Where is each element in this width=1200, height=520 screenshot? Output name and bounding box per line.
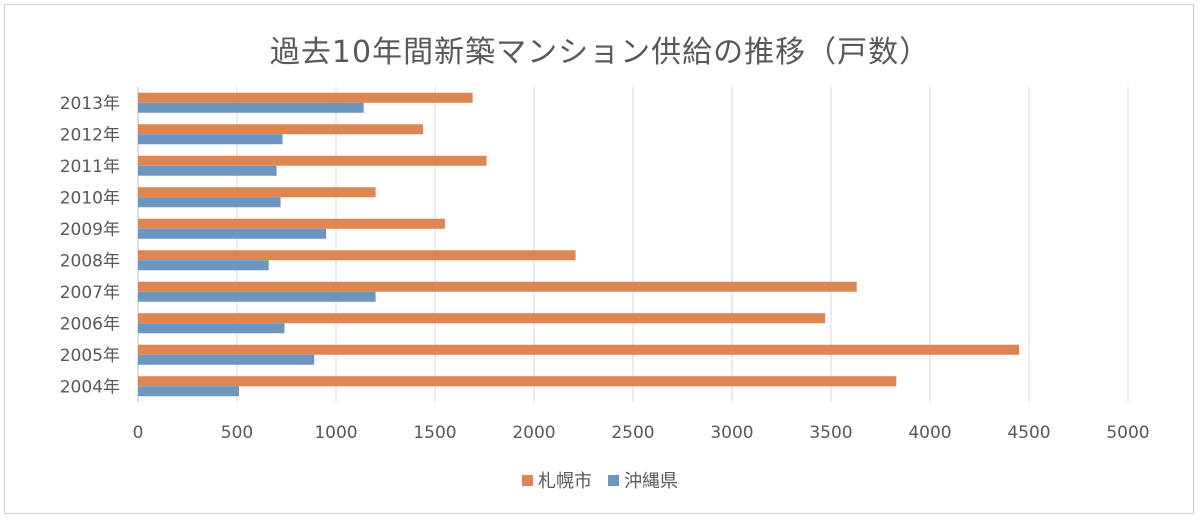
x-tick-label: 1500	[413, 423, 456, 443]
legend-label: 札幌市	[538, 471, 592, 492]
bar-sapporo	[138, 218, 445, 229]
bar-okinawa	[138, 134, 283, 145]
x-tick-label: 1000	[314, 423, 357, 443]
legend-item: 札幌市	[522, 467, 592, 493]
x-tick-label: 4500	[1007, 423, 1050, 443]
legend-item: 沖縄県	[608, 467, 678, 493]
bar-sapporo	[138, 313, 826, 324]
y-category-label: 2006年	[60, 314, 120, 334]
y-category-label: 2009年	[60, 220, 120, 240]
y-category-label: 2011年	[60, 157, 120, 177]
bar-sapporo	[138, 376, 897, 387]
chart-title: 過去10年間新築マンション供給の推移（戸数）	[269, 35, 931, 70]
x-tick-label: 3500	[809, 423, 852, 443]
y-category-label: 2010年	[60, 188, 120, 208]
bar-chart-plot: 0 500 1000 1500 2000 2500 3000 3500 4000 4500 5000…	[60, 87, 1150, 443]
y-category-label: 2007年	[60, 283, 120, 303]
x-tick-label: 500	[221, 423, 253, 443]
bar-okinawa	[138, 228, 327, 239]
bar-sapporo	[138, 344, 1020, 355]
bar-sapporo	[138, 124, 424, 135]
chart-frame: 過去10年間新築マンション供給の推移（戸数） 0 500 1000 1500 2000 2…	[4, 4, 1194, 514]
x-tick-label: 2500	[611, 423, 654, 443]
bar-sapporo	[138, 281, 857, 292]
legend-swatch	[522, 474, 533, 486]
bar-okinawa	[138, 354, 315, 365]
bar-okinawa	[138, 291, 376, 302]
legend: 札幌市 沖縄県	[5, 467, 1195, 493]
legend-swatch	[608, 474, 619, 486]
bar-okinawa	[138, 102, 364, 113]
legend-label: 沖縄県	[624, 471, 678, 492]
y-category-label: 2005年	[60, 346, 120, 366]
bar-sapporo	[138, 92, 473, 103]
bar-okinawa	[138, 323, 285, 334]
bar-sapporo	[138, 187, 376, 198]
x-tick-label: 3000	[710, 423, 753, 443]
bar-okinawa	[138, 386, 239, 397]
bar-okinawa	[138, 165, 277, 176]
x-tick-label: 4000	[908, 423, 951, 443]
x-tick-label: 5000	[1106, 423, 1149, 443]
y-category-label: 2004年	[60, 377, 120, 397]
y-category-label: 2008年	[60, 251, 120, 271]
x-tick-label: 0	[133, 423, 144, 443]
bar-sapporo	[138, 155, 487, 166]
y-category-label: 2012年	[60, 125, 120, 145]
bar-okinawa	[138, 260, 269, 271]
x-tick-label: 2000	[512, 423, 555, 443]
bar-sapporo	[138, 250, 576, 261]
bar-okinawa	[138, 197, 281, 208]
y-category-label: 2013年	[60, 94, 120, 114]
